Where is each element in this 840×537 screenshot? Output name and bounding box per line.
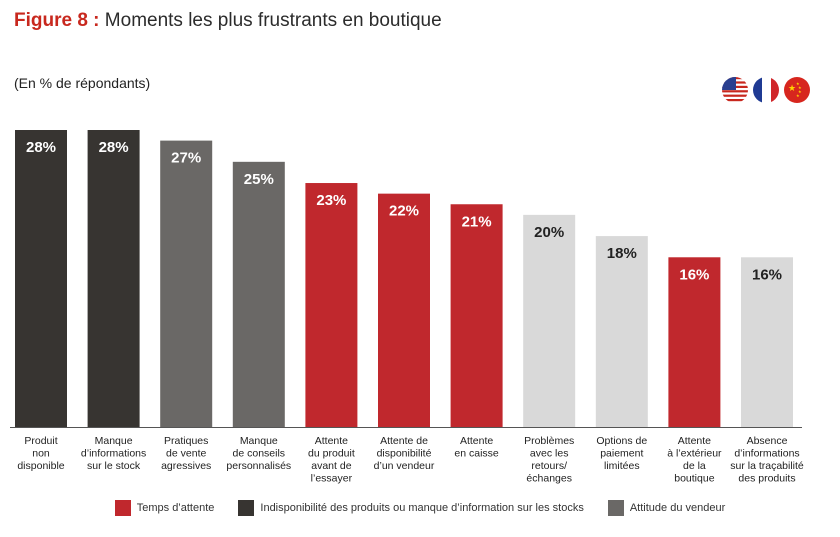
bar-4 — [305, 183, 358, 427]
bar-value-label-9: 16% — [679, 266, 709, 283]
bar-value-label-5: 22% — [389, 203, 419, 220]
category-label-7: Problèmes avec les retours/échanges — [524, 435, 574, 485]
legend-item-1: Indisponibilité des produits ou manque d… — [238, 500, 584, 516]
svg-text:★: ★ — [788, 84, 796, 94]
bar-value-label-2: 27% — [171, 150, 201, 167]
category-label-6: Attente en caisse — [454, 435, 499, 460]
bar-chart: 28% Produit non disponible 28% Manque d’inform… — [10, 130, 804, 485]
chart-subtitle: (En % de répondants) — [14, 75, 151, 91]
bar-value-label-3: 25% — [244, 171, 274, 188]
bar-value-label-4: 23% — [316, 192, 346, 209]
category-label-4: Attente du produit avant de l’essayer — [308, 435, 355, 485]
bar-2 — [160, 140, 213, 427]
legend-item-2: Attitude du vendeur — [607, 500, 726, 516]
bar-0 — [15, 130, 67, 427]
category-label-3: Manque de conseils personnalisés — [226, 435, 291, 472]
usa-flag-icon — [722, 77, 748, 103]
bar-1 — [87, 130, 140, 427]
svg-text:★: ★ — [796, 93, 800, 98]
bar-6 — [450, 204, 503, 427]
category-label-0: Produit non disponible — [17, 435, 64, 472]
legend-swatch-1 — [238, 500, 255, 516]
chart-legend: Temps d’attente Indisponibilité des produ… — [0, 500, 840, 516]
svg-text:★: ★ — [796, 81, 800, 86]
bar-10 — [741, 257, 793, 427]
bar-9 — [668, 257, 721, 427]
bar-value-label-0: 28% — [26, 139, 56, 156]
legend-swatch-2 — [607, 500, 624, 516]
country-flags: ★ ★ ★ ★ ★ — [722, 77, 810, 103]
bar-value-label-7: 20% — [534, 224, 564, 241]
bar-5 — [378, 193, 430, 427]
svg-text:★: ★ — [798, 85, 802, 90]
category-label-9: Attente à l’extérieur de la boutique — [667, 435, 722, 485]
china-flag-icon: ★ ★ ★ ★ ★ — [784, 77, 810, 103]
category-label-10: Absence d’informations sur la traçabilité d… — [730, 435, 804, 485]
legend-label-2: Attitude du vendeur — [629, 502, 726, 514]
bar-3 — [232, 161, 285, 428]
figure-title: Moments les plus frustrants en boutique — [104, 10, 442, 31]
legend-item-0: Temps d’attente — [114, 500, 215, 516]
category-label-5: Attente de disponibilité d’un vendeur — [374, 435, 435, 472]
bar-value-label-8: 18% — [607, 245, 637, 262]
france-flag-icon — [753, 77, 779, 103]
figure-label: Figure 8 : — [14, 10, 100, 31]
chart-title: Figure 8 : Moments les plus frustrants e… — [14, 10, 442, 32]
legend-swatch-0 — [114, 500, 131, 516]
bar-8 — [595, 236, 648, 427]
category-label-1: Manque d’informations sur le stock — [81, 435, 146, 472]
bar-value-label-10: 16% — [752, 266, 782, 283]
svg-text:★: ★ — [798, 89, 802, 94]
bar-7 — [523, 214, 576, 427]
bar-value-label-6: 21% — [462, 213, 492, 230]
category-label-8: Options de paiement limitées — [596, 435, 647, 472]
legend-label-1: Indisponibilité des produits ou manque d… — [260, 502, 584, 514]
legend-label-0: Temps d’attente — [136, 502, 215, 514]
category-label-2: Pratiques de vente agressives — [161, 435, 211, 472]
bar-value-label-1: 28% — [99, 139, 129, 156]
